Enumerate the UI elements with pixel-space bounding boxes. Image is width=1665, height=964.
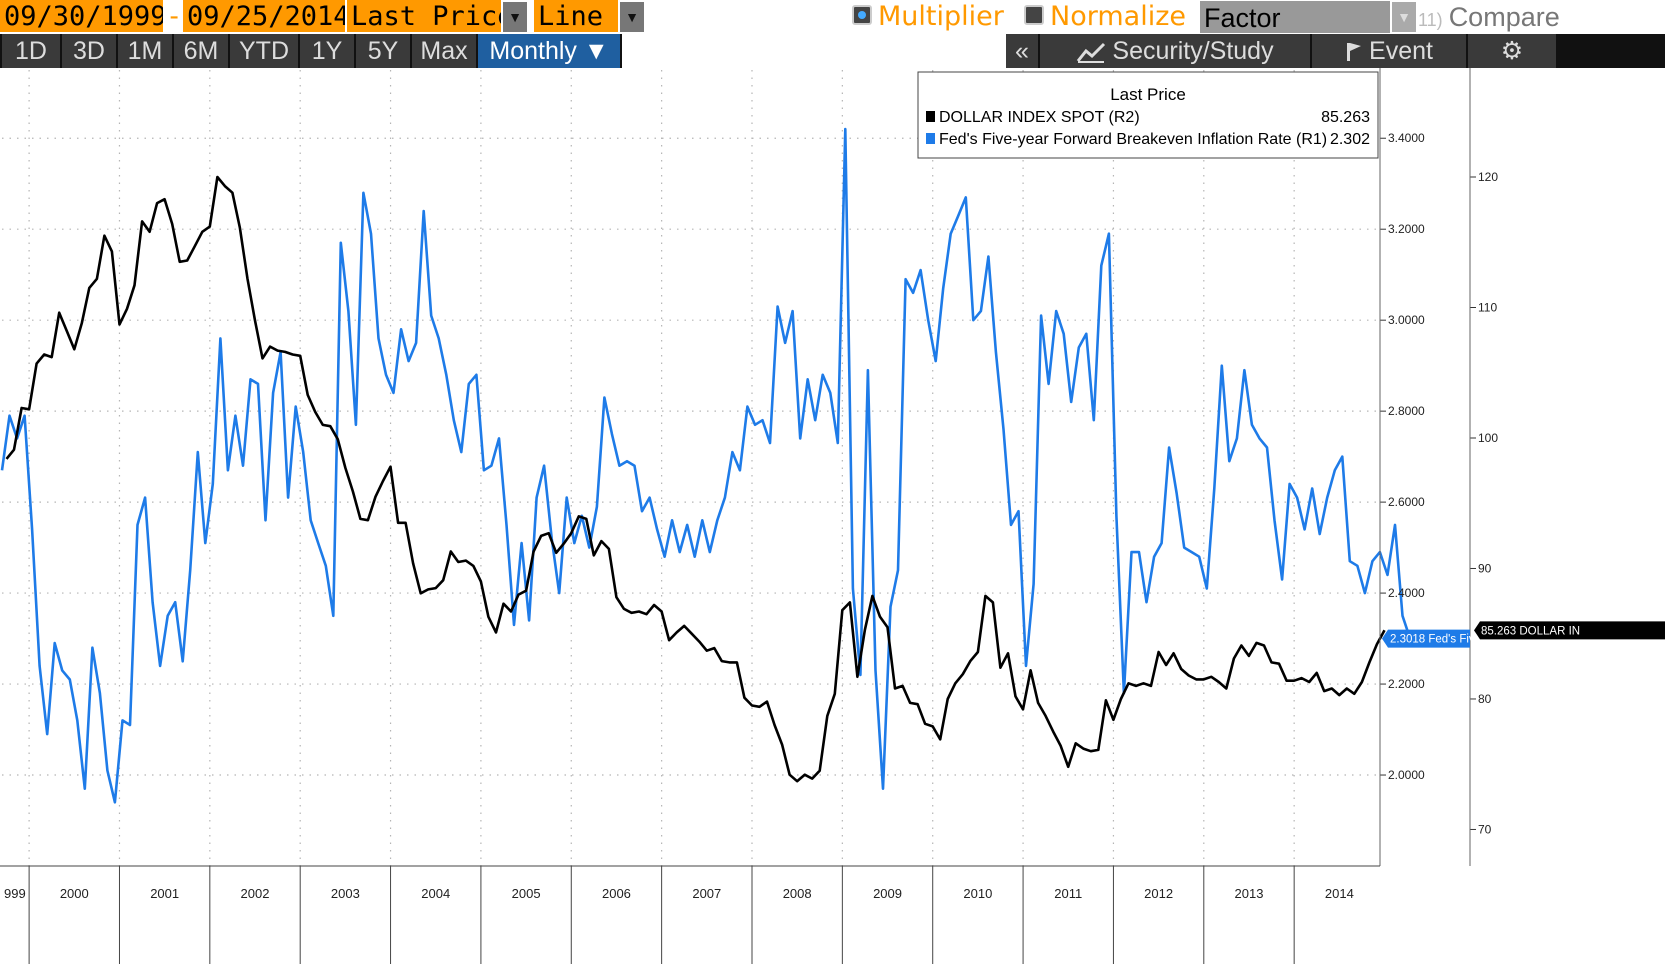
last-value-tag-dollar-bg xyxy=(1474,621,1665,640)
radio-unselected-icon xyxy=(1024,4,1044,25)
x-tick-label: 2003 xyxy=(331,886,360,901)
chart-study-icon xyxy=(1077,43,1106,64)
range-1d-button[interactable]: 1D xyxy=(2,34,62,68)
r2-tick-label: 110 xyxy=(1478,300,1497,314)
series-line-breakeven xyxy=(0,127,1412,804)
x-tick-label: 2007 xyxy=(692,886,721,901)
x-tick-label: 2011 xyxy=(1054,886,1082,901)
r1-tick-label: 2.4000 xyxy=(1388,586,1425,600)
series-line-dollar-index xyxy=(5,175,1386,783)
legend-value: 85.263 xyxy=(1321,109,1370,126)
x-tick-label: 2012 xyxy=(1144,886,1173,901)
x-tick-label: 2008 xyxy=(783,886,812,901)
legend-label: DOLLAR INDEX SPOT (R2) xyxy=(939,109,1140,126)
r1-tick-label: 2.2000 xyxy=(1388,677,1425,691)
security-study-button[interactable]: Security/Study xyxy=(1040,34,1312,68)
r1-tick-label: 2.6000 xyxy=(1388,495,1425,509)
start-date-input[interactable]: 09/30/1999 xyxy=(0,0,163,32)
x-tick-label: 2009 xyxy=(873,886,902,901)
multiplier-option[interactable]: Multiplier xyxy=(852,0,1004,34)
x-tick-label: 2002 xyxy=(241,886,270,901)
range-6m-button[interactable]: 6M xyxy=(174,34,230,68)
factor-input[interactable]: Factor xyxy=(1200,1,1390,33)
range-ytd-button[interactable]: YTD xyxy=(230,34,300,68)
chart-plot-area xyxy=(0,127,1412,804)
normalize-option[interactable]: Normalize xyxy=(1024,0,1186,34)
last-value-tag-dollar: 85.263 DOLLAR IN xyxy=(1481,625,1580,637)
price-chart: 2000 2001 2002 2003 2004 2005 2006 2007 2008 2009… xyxy=(0,68,1665,964)
r2-tick-label: 100 xyxy=(1478,431,1498,445)
x-tick-label: 2005 xyxy=(512,886,541,901)
nav-spacer xyxy=(622,34,1006,68)
period-monthly-select[interactable]: Monthly ▼ xyxy=(478,34,622,68)
last-value-tag-breakeven-bg xyxy=(1382,629,1470,648)
last-value-tags: 85.263 DOLLAR IN 2.3018 Fed's Fiv xyxy=(1382,621,1665,648)
range-1m-button[interactable]: 1M xyxy=(118,34,174,68)
field-select[interactable]: Last Price xyxy=(347,0,501,32)
x-tick-label: 2000 xyxy=(60,886,89,901)
field-dropdown-icon[interactable]: ▼ xyxy=(503,2,527,32)
toolbar: 09/30/1999 - 09/25/2014 Last Price ▼ Lin… xyxy=(0,0,1665,34)
range-1y-button[interactable]: 1Y xyxy=(300,34,356,68)
date-separator: - xyxy=(166,1,183,32)
legend-title: Last Price xyxy=(1110,85,1186,104)
r2-tick-label: 120 xyxy=(1478,170,1498,184)
event-label: Event xyxy=(1369,37,1433,65)
r1-tick-label: 3.0000 xyxy=(1388,313,1425,327)
x-tick-label: 2006 xyxy=(602,886,631,901)
compare-label: Compare xyxy=(1448,2,1560,32)
legend-label: Fed's Five-year Forward Breakeven Inflat… xyxy=(939,131,1327,148)
chart-style-dropdown-icon[interactable]: ▼ xyxy=(620,2,644,32)
radio-selected-icon xyxy=(852,4,872,25)
end-date-input[interactable]: 09/25/2014 xyxy=(183,0,345,32)
r1-tick-label: 2.0000 xyxy=(1388,768,1425,782)
r1-tick-label: 2.8000 xyxy=(1388,404,1425,418)
legend-value: 2.302 xyxy=(1330,131,1370,148)
x-tick-label: 2001 xyxy=(150,886,179,901)
chart-axes: 2000 2001 2002 2003 2004 2005 2006 2007 2008 2009… xyxy=(0,68,1498,964)
x-tick-label: 2014 xyxy=(1325,886,1354,901)
legend-swatch xyxy=(926,111,935,122)
security-study-label: Security/Study xyxy=(1112,37,1274,65)
legend-swatch xyxy=(926,133,935,144)
chart-legend: Last Price DOLLAR INDEX SPOT (R2) 85.263 Fe… xyxy=(917,71,1379,159)
r2-tick-label: 90 xyxy=(1478,561,1492,575)
collapse-icon[interactable]: « xyxy=(1006,34,1040,68)
compare-shortcut: 11) xyxy=(1418,10,1443,30)
multiplier-label: Multiplier xyxy=(878,1,1004,32)
last-value-tag-breakeven: 2.3018 Fed's Fiv xyxy=(1390,634,1475,646)
range-3d-button[interactable]: 3D xyxy=(62,34,118,68)
legend-box xyxy=(917,71,1379,159)
compare-button[interactable]: 11) Compare xyxy=(1418,0,1560,34)
flag-icon xyxy=(1347,43,1362,62)
event-button[interactable]: Event xyxy=(1312,34,1468,68)
range-max-button[interactable]: Max xyxy=(412,34,478,68)
x-tick-label: 2013 xyxy=(1235,886,1264,901)
r2-tick-label: 80 xyxy=(1478,692,1492,706)
r1-tick-label: 3.4000 xyxy=(1388,131,1425,145)
chart-style-select[interactable]: Line xyxy=(534,0,618,32)
x-tick-label: 2010 xyxy=(963,886,992,901)
factor-dropdown-icon[interactable]: ▼ xyxy=(1392,2,1416,32)
x-tick-label: 2004 xyxy=(421,886,450,901)
r1-tick-label: 3.2000 xyxy=(1388,222,1425,236)
range-bar: 1D 3D 1M 6M YTD 1Y 5Y Max Monthly ▼ « Se… xyxy=(0,34,1665,68)
x-tick-label-partial: 999 xyxy=(4,886,26,901)
settings-gear-icon[interactable]: ⚙ xyxy=(1468,34,1558,68)
range-5y-button[interactable]: 5Y xyxy=(356,34,412,68)
r2-tick-label: 70 xyxy=(1478,822,1492,836)
normalize-label: Normalize xyxy=(1050,1,1186,32)
